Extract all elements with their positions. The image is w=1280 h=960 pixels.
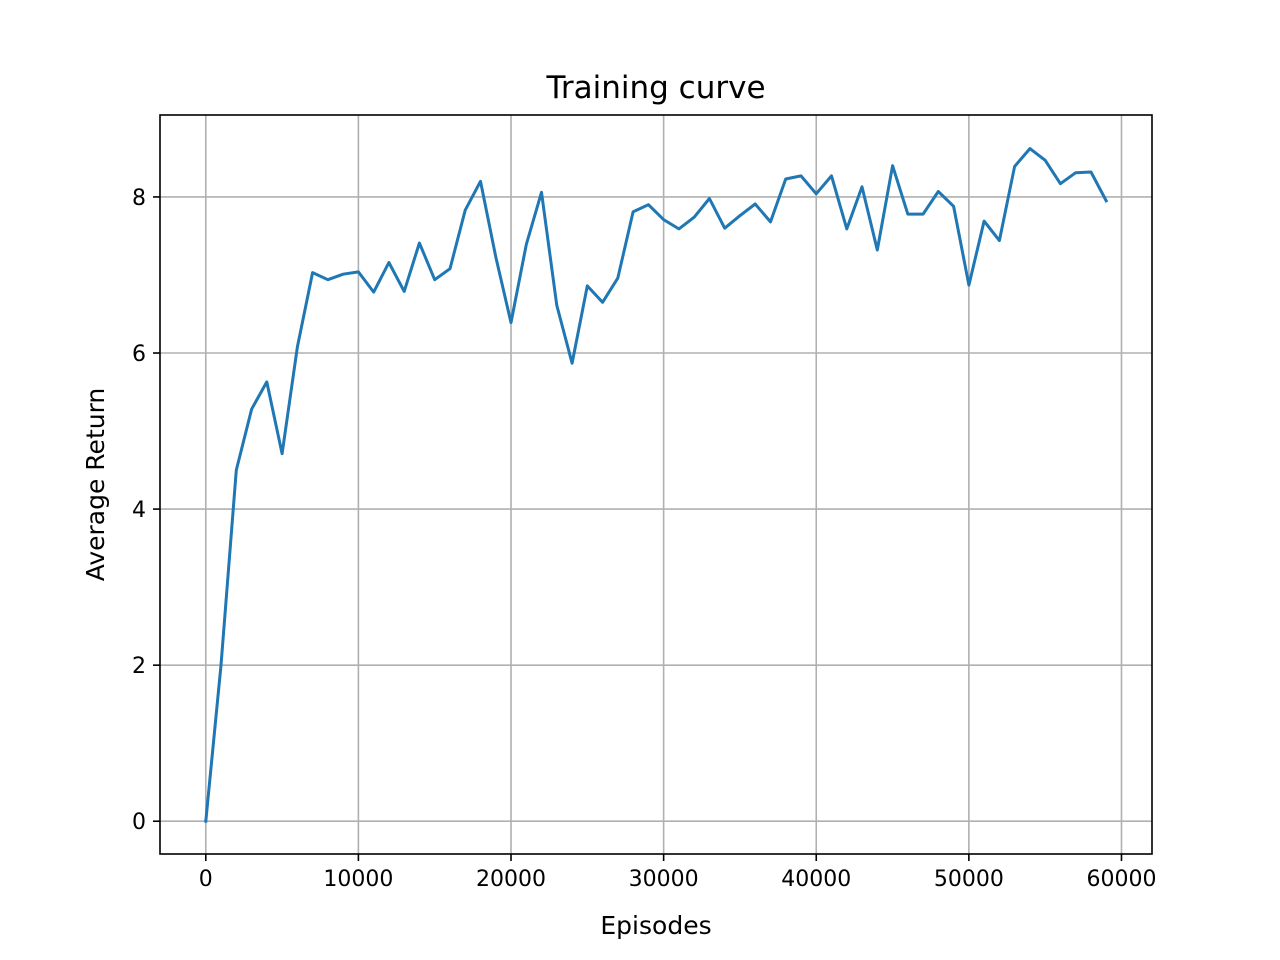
y-tick-label: 0 <box>132 810 146 835</box>
y-tick-label: 2 <box>132 654 146 679</box>
grid <box>160 115 1152 854</box>
x-axis: 0 10000 20000 30000 40000 50000 60000 <box>199 854 1156 892</box>
x-tick-label: 40000 <box>781 867 851 892</box>
y-tick-label: 6 <box>132 342 146 367</box>
y-axis: 0 2 4 6 8 <box>132 186 160 835</box>
plot-area <box>204 147 1109 823</box>
axes-frame <box>159 114 1153 855</box>
series-line <box>204 147 1109 823</box>
x-tick-label: 0 <box>199 867 213 892</box>
y-tick-label: 4 <box>132 498 146 523</box>
x-axis-label: Episodes <box>600 911 711 940</box>
chart-title: Training curve <box>545 70 765 106</box>
y-tick-label: 8 <box>132 186 146 211</box>
x-tick-label: 10000 <box>323 867 393 892</box>
x-tick-label: 30000 <box>629 867 699 892</box>
x-tick-label: 50000 <box>934 867 1004 892</box>
y-axis-label: Average Return <box>81 388 110 582</box>
x-tick-label: 20000 <box>476 867 546 892</box>
x-tick-label: 60000 <box>1086 867 1156 892</box>
